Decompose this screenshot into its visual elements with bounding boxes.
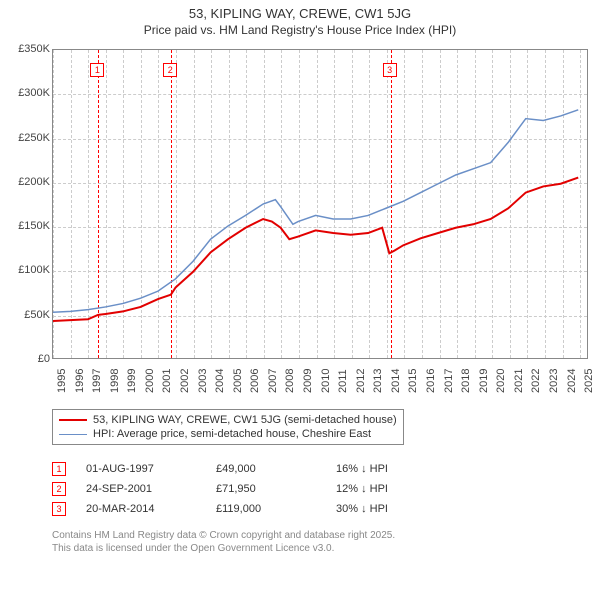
x-axis-label: 2004 [214, 369, 220, 393]
chart-area: £0 £50K £100K £150K £200K £250K £300K £350K 199… [8, 45, 592, 395]
footnote-line: This data is licensed under the Open Gov… [52, 542, 592, 555]
transaction-date: 01-AUG-1997 [86, 463, 216, 475]
footnote: Contains HM Land Registry data © Crown c… [52, 529, 592, 555]
x-axis-label: 2019 [478, 369, 484, 393]
x-axis-label: 2006 [249, 369, 255, 393]
transaction-delta: 16% ↓ HPI [336, 463, 456, 475]
marker-badge: 1 [52, 462, 66, 476]
plot-region [52, 49, 588, 359]
y-axis-label: £50K [8, 309, 50, 321]
y-axis-label: £350K [8, 43, 50, 55]
x-axis-label: 2017 [443, 369, 449, 393]
x-axis-label: 2025 [583, 369, 589, 393]
marker-badge: 3 [52, 502, 66, 516]
y-axis-label: £150K [8, 220, 50, 232]
transaction-price: £71,950 [216, 483, 336, 495]
transaction-price: £49,000 [216, 463, 336, 475]
transaction-delta: 12% ↓ HPI [336, 483, 456, 495]
transaction-row: 2 24-SEP-2001£71,95012% ↓ HPI [52, 479, 592, 499]
x-axis-label: 1995 [56, 369, 62, 393]
x-axis-label: 2021 [513, 369, 519, 393]
series-line-hpi [53, 110, 578, 312]
marker-badge: 1 [90, 63, 104, 77]
transaction-table: 1 01-AUG-1997£49,00016% ↓ HPI 2 24-SEP-2001… [52, 459, 592, 519]
x-axis-label: 2015 [407, 369, 413, 393]
x-axis-label: 2009 [302, 369, 308, 393]
x-axis-label: 1996 [74, 369, 80, 393]
x-axis-label: 1999 [126, 369, 132, 393]
x-axis-label: 2002 [179, 369, 185, 393]
x-axis-label: 1998 [109, 369, 115, 393]
transaction-row: 1 01-AUG-1997£49,00016% ↓ HPI [52, 459, 592, 479]
y-axis-label: £0 [8, 353, 50, 365]
x-axis-label: 2013 [372, 369, 378, 393]
x-axis-label: 2016 [425, 369, 431, 393]
marker-badge: 2 [52, 482, 66, 496]
transaction-delta: 30% ↓ HPI [336, 503, 456, 515]
transaction-date: 24-SEP-2001 [86, 483, 216, 495]
y-axis-label: £100K [8, 264, 50, 276]
footnote-line: Contains HM Land Registry data © Crown c… [52, 529, 592, 542]
legend-swatch [59, 434, 87, 435]
legend-label: 53, KIPLING WAY, CREWE, CW1 5JG (semi-de… [93, 414, 397, 426]
x-axis-label: 1997 [91, 369, 97, 393]
transaction-row: 3 20-MAR-2014£119,00030% ↓ HPI [52, 499, 592, 519]
legend-label: HPI: Average price, semi-detached house,… [93, 428, 371, 440]
legend-swatch [59, 419, 87, 421]
x-axis-label: 2005 [232, 369, 238, 393]
x-axis-label: 2000 [144, 369, 150, 393]
chart-title: 53, KIPLING WAY, CREWE, CW1 5JG [8, 6, 592, 21]
x-axis-label: 2014 [390, 369, 396, 393]
y-axis-label: £200K [8, 176, 50, 188]
x-axis-label: 2011 [337, 369, 343, 393]
series-line-price_paid [53, 178, 578, 321]
x-axis-label: 2001 [161, 369, 167, 393]
x-axis-label: 2007 [267, 369, 273, 393]
marker-badge: 3 [383, 63, 397, 77]
x-axis-label: 2012 [355, 369, 361, 393]
transaction-price: £119,000 [216, 503, 336, 515]
y-axis-label: £250K [8, 132, 50, 144]
x-axis-label: 2008 [284, 369, 290, 393]
x-axis-label: 2023 [548, 369, 554, 393]
marker-badge: 2 [163, 63, 177, 77]
y-axis-label: £300K [8, 87, 50, 99]
x-axis-label: 2010 [320, 369, 326, 393]
legend-item: HPI: Average price, semi-detached house,… [59, 427, 397, 441]
legend: 53, KIPLING WAY, CREWE, CW1 5JG (semi-de… [52, 409, 404, 445]
x-axis-label: 2018 [460, 369, 466, 393]
legend-item: 53, KIPLING WAY, CREWE, CW1 5JG (semi-de… [59, 413, 397, 427]
x-axis-label: 2024 [566, 369, 572, 393]
chart-subtitle: Price paid vs. HM Land Registry's House … [8, 23, 592, 37]
x-axis-label: 2022 [530, 369, 536, 393]
transaction-date: 20-MAR-2014 [86, 503, 216, 515]
x-axis-label: 2020 [495, 369, 501, 393]
x-axis-label: 2003 [197, 369, 203, 393]
